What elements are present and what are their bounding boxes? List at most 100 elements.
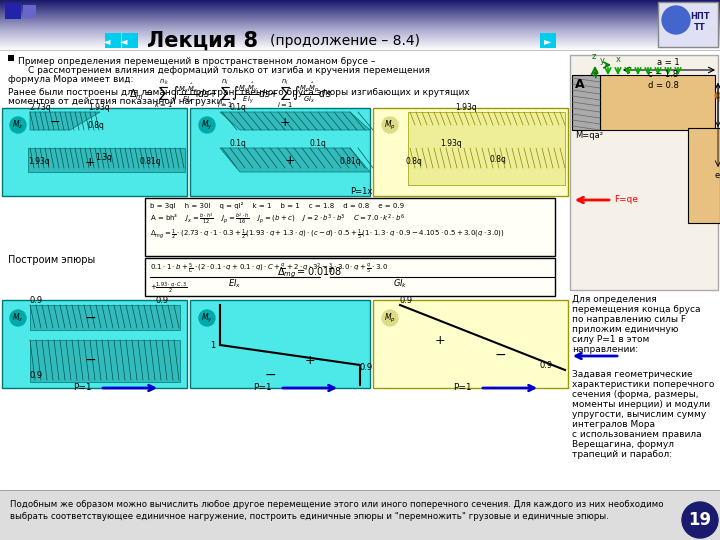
Text: x: x	[616, 55, 621, 64]
Bar	[0, 37, 720, 38]
Text: −: −	[264, 368, 276, 382]
Text: 1.93q: 1.93q	[440, 139, 462, 148]
Text: $M_z$: $M_z$	[12, 119, 24, 131]
Bar	[0, 33, 720, 34]
Text: трапеций и парабол:: трапеций и парабол:	[572, 450, 672, 459]
Text: $0.1\cdot 1\cdot b+\frac{5}{C}\cdot(2\cdot 0.1\cdot q+0.1\cdot q)\cdot C+\frac{q: $0.1\cdot 1\cdot b+\frac{5}{C}\cdot(2\cd…	[150, 262, 388, 276]
Bar	[0, 7, 720, 8]
Text: A = bh³    $J_x=\frac{b\cdot h^3}{12}$    $J_p=\frac{b^2\cdot h}{16}$    $J_p=(b: A = bh³ $J_x=\frac{b\cdot h^3}{12}$ $J_p…	[150, 212, 405, 227]
Bar	[0, 40, 720, 41]
Text: 0.1q: 0.1q	[230, 139, 247, 148]
Text: $\Delta_{mg}=\frac{1}{2}\cdot(2.73\cdot q\cdot 1\cdot 0.3+\frac{1}{2}(1.93\cdot : $\Delta_{mg}=\frac{1}{2}\cdot(2.73\cdot …	[150, 228, 505, 242]
Text: 0.8q: 0.8q	[88, 121, 105, 130]
Text: моментов от действия показанной нагрузки:: моментов от действия показанной нагрузки…	[8, 97, 225, 106]
Text: Для определения: Для определения	[572, 295, 657, 304]
Text: y: y	[600, 56, 605, 65]
Bar	[0, 23, 720, 24]
Text: $E I_x$: $E I_x$	[228, 278, 242, 291]
Bar	[30, 340, 180, 382]
Text: 1: 1	[210, 341, 215, 349]
Text: b = 3ql    h = 30l    q = ql²    k = 1    b = 1    c = 1.8    d = 0.8    e = 0.9: b = 3ql h = 30l q = ql² k = 1 b = 1 c = …	[150, 202, 404, 209]
Bar	[0, 12, 720, 13]
Text: 19: 19	[688, 511, 711, 529]
Text: P=1: P=1	[454, 383, 472, 393]
Text: 0.1q: 0.1q	[230, 103, 247, 112]
Bar	[0, 36, 720, 37]
Bar	[0, 43, 720, 44]
Text: Верещагина, формул: Верещагина, формул	[572, 440, 674, 449]
Text: по направлению силы F: по направлению силы F	[572, 315, 686, 324]
Bar	[30, 305, 180, 330]
Bar	[145, 258, 555, 296]
Text: ◄: ◄	[120, 36, 127, 46]
Text: F=qe: F=qe	[614, 195, 638, 205]
Text: силу P=1 в этом: силу P=1 в этом	[572, 335, 649, 344]
Text: c = 1.8: c = 1.8	[648, 70, 678, 79]
Bar	[0, 34, 720, 35]
Bar	[0, 47, 720, 48]
Text: формула Мора имеет вид:: формула Мора имеет вид:	[8, 75, 133, 84]
Bar	[23, 5, 36, 18]
Bar	[570, 55, 718, 290]
Text: (продолжение – 8.4): (продолжение – 8.4)	[270, 34, 420, 48]
Bar	[0, 2, 720, 3]
Text: 0.9: 0.9	[155, 296, 168, 305]
Bar	[0, 19, 720, 20]
Circle shape	[10, 310, 26, 326]
Bar	[0, 16, 720, 17]
Text: Подобным же образом можно вычислить любое другое перемещение этого или иного поп: Подобным же образом можно вычислить любо…	[10, 500, 664, 509]
Text: 0.9: 0.9	[30, 296, 43, 305]
Text: +: +	[279, 116, 290, 129]
Polygon shape	[30, 112, 100, 130]
Text: 1.93q: 1.93q	[455, 103, 477, 112]
Text: ►: ►	[544, 36, 552, 46]
Text: характеристики поперечного: характеристики поперечного	[572, 380, 714, 389]
Text: приложим единичную: приложим единичную	[572, 325, 678, 334]
Text: $M_y$: $M_y$	[201, 118, 213, 132]
Text: выбрать соответствующее единичное нагружение, построить единичные эпюры и "перем: выбрать соответствующее единичное нагруж…	[10, 512, 608, 521]
Bar	[0, 49, 720, 50]
Circle shape	[382, 310, 398, 326]
Text: интегралов Мора: интегралов Мора	[572, 420, 655, 429]
Bar	[0, 4, 720, 5]
Bar	[0, 5, 720, 6]
Bar	[190, 300, 370, 388]
Bar	[2, 108, 187, 196]
Text: 1.93q: 1.93q	[88, 103, 109, 112]
Bar	[688, 128, 720, 223]
Text: $M_p$: $M_p$	[384, 312, 396, 325]
Text: 0.9: 0.9	[400, 296, 413, 305]
Bar	[373, 300, 568, 388]
Text: a = 1: a = 1	[657, 58, 679, 67]
Bar	[373, 108, 568, 196]
Bar	[0, 10, 720, 11]
Bar	[0, 26, 720, 27]
Text: M=qa²: M=qa²	[575, 131, 603, 139]
Bar	[0, 3, 720, 4]
Bar	[0, 18, 720, 19]
Bar	[0, 24, 720, 25]
Bar	[0, 45, 720, 46]
Text: Задавая геометрические: Задавая геометрические	[572, 370, 693, 379]
Bar	[0, 42, 720, 43]
Bar	[145, 198, 555, 256]
Bar	[0, 8, 720, 9]
Text: 0.9: 0.9	[360, 363, 373, 373]
Polygon shape	[220, 148, 370, 172]
Text: сечения (форма, размеры,: сечения (форма, размеры,	[572, 390, 698, 399]
Bar	[0, 11, 720, 12]
Text: моменты инерции) и модули: моменты инерции) и модули	[572, 400, 710, 409]
Bar	[0, 25, 720, 26]
Circle shape	[682, 502, 718, 538]
Text: 0.81q: 0.81q	[140, 158, 161, 166]
Text: направлении:: направлении:	[572, 345, 638, 354]
Text: d = 0.8: d = 0.8	[648, 81, 679, 90]
Text: −: −	[50, 116, 60, 129]
Text: +: +	[284, 153, 295, 166]
Text: ◄: ◄	[103, 36, 111, 46]
Text: +: +	[435, 334, 445, 347]
Text: 0.8q: 0.8q	[405, 158, 422, 166]
Text: P=1: P=1	[253, 383, 272, 393]
Bar	[0, 1, 720, 2]
Bar	[0, 0, 720, 1]
